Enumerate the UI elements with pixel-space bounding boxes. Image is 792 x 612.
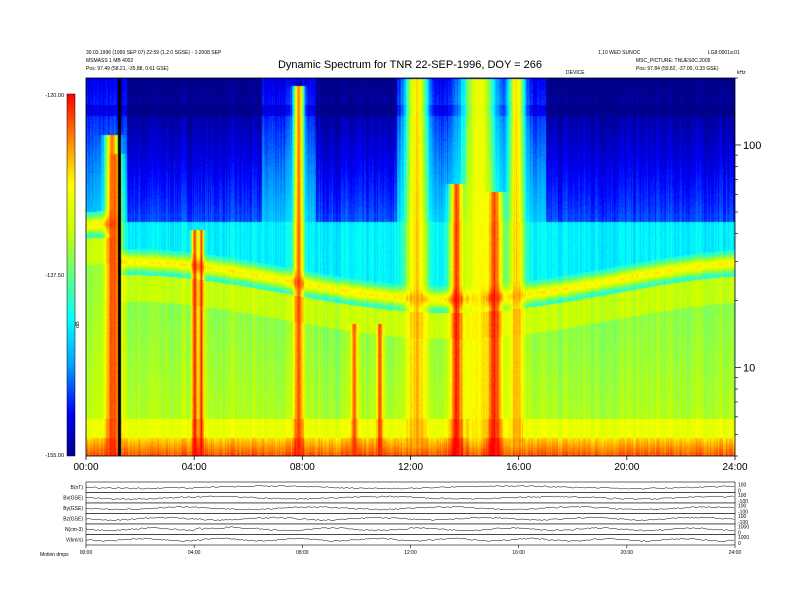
panel-right-tick: 0 xyxy=(738,541,741,547)
x-tick-label: 08:00 xyxy=(290,462,315,473)
header-small-mid: DEVICE xyxy=(566,70,585,76)
header-left-pos: Pos: 97.49 (58.21, -35.88, 0.61 GSE) xyxy=(86,66,169,72)
panel-trace xyxy=(85,485,735,490)
panel-label: V(km/s) xyxy=(66,537,84,543)
header-right-line1b: LG8:0001a:01 xyxy=(708,50,740,56)
colorbar xyxy=(66,93,76,457)
panel-right-tick: 100 xyxy=(738,483,747,489)
x-tick-label: 12:00 xyxy=(398,462,423,473)
freq-unit-label: kHz xyxy=(737,70,746,76)
panel-frame xyxy=(85,492,736,504)
panel-label: By(GSE) xyxy=(63,506,83,512)
header-right-line1: 1.10 WED SUNOC xyxy=(598,50,641,56)
spectrogram-area xyxy=(86,78,735,456)
colorbar-label: dB xyxy=(75,321,81,328)
bottom-tick-label: 12:00 xyxy=(404,550,417,556)
bottom-tick-label: 04:00 xyxy=(188,550,201,556)
panel-frame xyxy=(85,534,736,546)
y-axis-ticks: 10 100 xyxy=(735,77,761,457)
chart-title: Dynamic Spectrum for TNR 22-SEP-1996, DO… xyxy=(278,59,542,71)
panel-frame xyxy=(85,523,736,535)
panel-trace xyxy=(85,526,735,532)
panel-trace xyxy=(85,506,735,511)
panel-right-tick: 0 xyxy=(738,489,741,495)
panel-label: Bx(GSE) xyxy=(63,495,83,501)
panel-right-tick: -100 xyxy=(738,520,748,526)
colorbar-tick-mid: -137.50 xyxy=(45,273,64,279)
panel-right-tick: 100 xyxy=(738,514,747,520)
header-right-pos: Pos: 97.84 (59.82, -37.00, 0.33 GSE) xyxy=(636,66,719,72)
panel-label: B(nT) xyxy=(71,485,84,491)
y-tick-label: 10 xyxy=(743,362,755,374)
panel-trace xyxy=(85,537,735,542)
x-tick-label: 04:00 xyxy=(182,462,207,473)
bottom-tick-label: 20:00 xyxy=(621,550,634,556)
panel-right-tick: -100 xyxy=(738,499,748,505)
panel-right-tick: 1000 xyxy=(738,535,749,541)
colorbar-tick-top: -120.00 xyxy=(45,93,64,99)
panel-trace xyxy=(85,495,735,500)
bottom-tick-label: 00:00 xyxy=(80,550,93,556)
panel-right-tick: 1000 xyxy=(738,525,749,531)
bottom-label: Motion dmps xyxy=(40,552,69,558)
bottom-tick-label: 08:00 xyxy=(296,550,309,556)
header-left-line1: 30.03.1996 (1999 SEP 07) 22:59 (1.2.0 SG… xyxy=(86,50,222,56)
y-tick-label: 100 xyxy=(743,140,761,152)
panel-frame xyxy=(85,513,736,525)
bottom-tick-label: 16:00 xyxy=(512,550,525,556)
x-axis-ticks: 00:00 04:00 08:00 12:00 16:00 20:00 24:00 xyxy=(73,456,748,473)
header-right-line2: MSC_PICTURE: TNUES0C.2005 xyxy=(636,58,711,64)
colorbar-tick-bottom: -155.00 xyxy=(45,453,64,459)
panel-right-tick: 100 xyxy=(738,504,747,510)
panel-right-tick: -100 xyxy=(738,510,748,516)
header-left-line2: MSMASS 1 MB 4002 xyxy=(86,58,133,64)
x-tick-label: 20:00 xyxy=(614,462,639,473)
panel-label: N(cm-3) xyxy=(65,527,83,533)
x-tick-label: 16:00 xyxy=(506,462,531,473)
panel-right-tick: 0 xyxy=(738,531,741,537)
x-tick-label: 24:00 xyxy=(722,462,747,473)
bottom-tick-label: 24:00 xyxy=(729,550,742,556)
x-tick-label: 00:00 xyxy=(73,462,98,473)
panel-right-tick: 100 xyxy=(738,493,747,499)
panel-trace xyxy=(85,516,735,521)
panel-label: Bz(GSE) xyxy=(63,516,83,522)
